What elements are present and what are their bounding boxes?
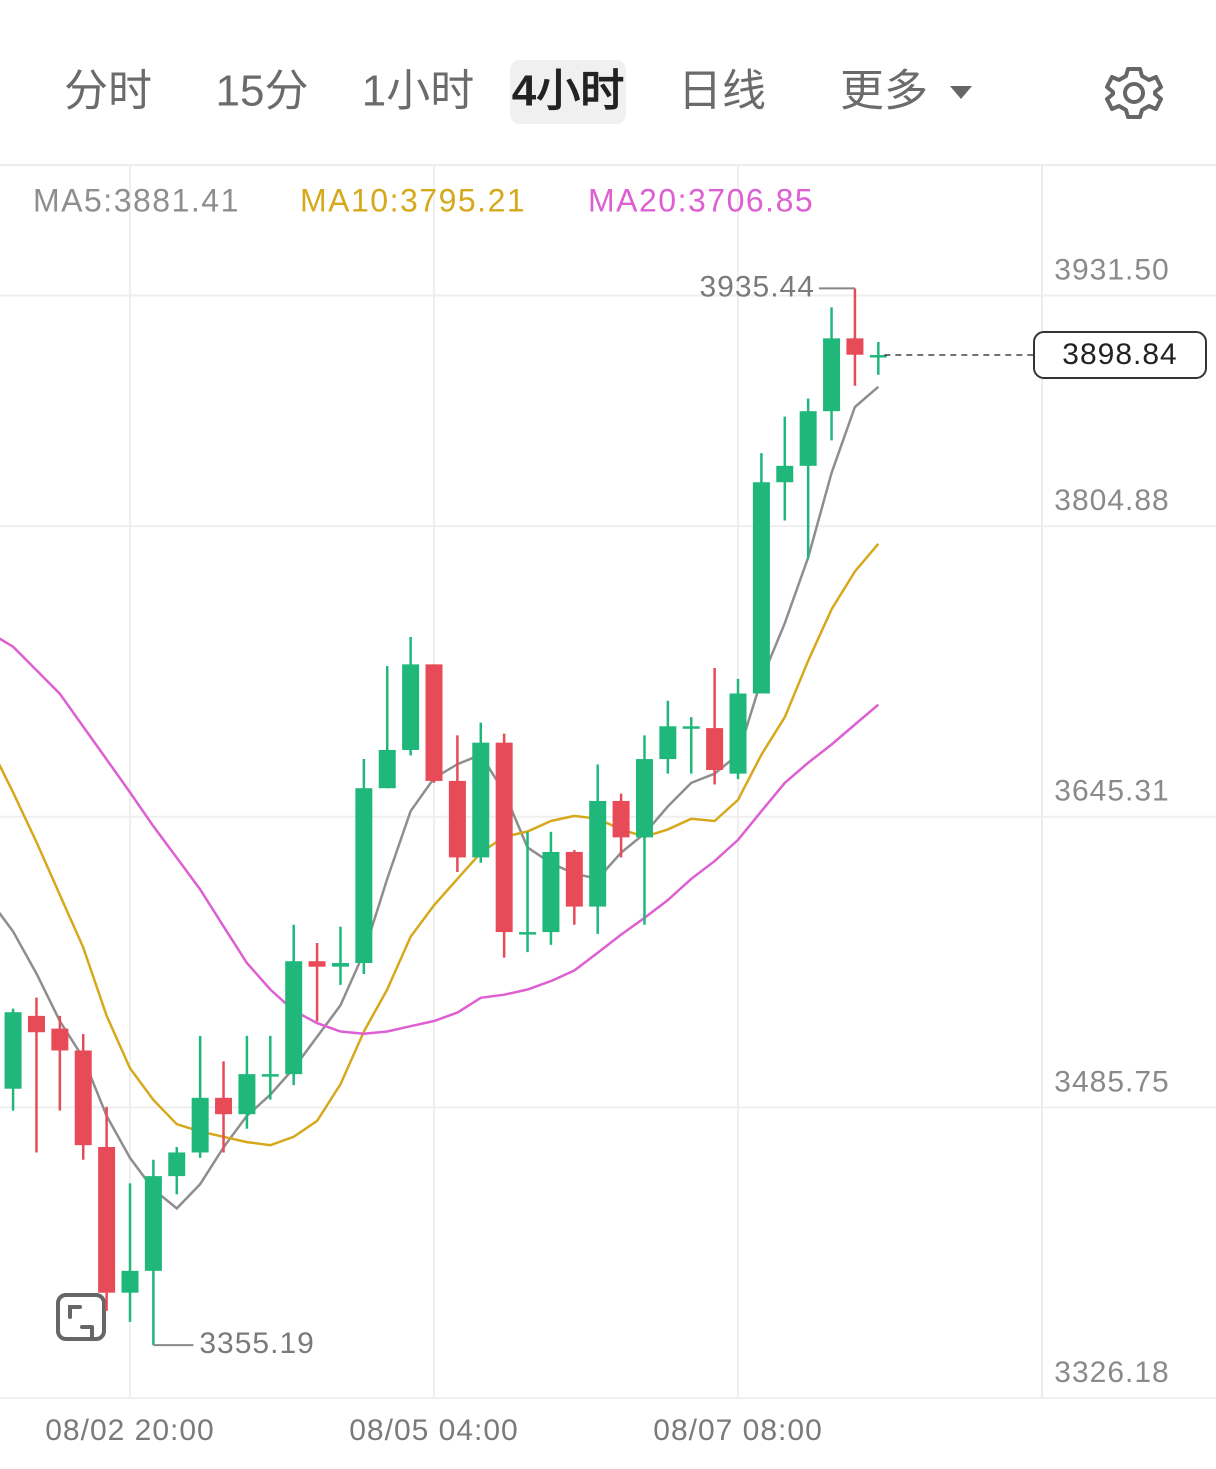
x-tick-label: 08/02 20:00	[45, 1414, 214, 1447]
active-tab-background	[510, 60, 626, 124]
legend-entry: MA5:3881.41	[33, 182, 240, 218]
candle-body	[565, 851, 583, 907]
candle-body	[378, 749, 396, 789]
candle-body	[846, 338, 864, 355]
candle-body	[4, 1012, 22, 1089]
candle-body	[144, 1176, 162, 1271]
candle-body	[706, 728, 724, 770]
x-tick-label: 08/05 04:00	[349, 1414, 518, 1447]
candle-body	[799, 411, 817, 466]
labels: 3326.18 3485.75 3645.31 3804.88 3931.50 08/02…	[33, 182, 1207, 1447]
candle-body	[823, 338, 841, 412]
candle-body	[729, 693, 747, 774]
candle-body	[51, 1028, 69, 1051]
legend-entry: MA20:3706.85	[588, 182, 814, 218]
candle-body	[752, 482, 770, 694]
candle-body	[74, 1050, 92, 1146]
y-tick-label: 3931.50	[1054, 253, 1169, 286]
candle-body	[355, 788, 373, 964]
price-box	[1033, 331, 1207, 380]
candle-body	[495, 742, 513, 933]
candle-body	[98, 1146, 116, 1293]
candle-body	[635, 759, 653, 838]
tab[interactable]: 更多	[840, 67, 928, 116]
candle-body	[191, 1097, 209, 1153]
tab[interactable]: 1小时	[362, 67, 474, 116]
y-tick-label: 3645.31	[1054, 775, 1169, 808]
candle-body	[27, 1015, 45, 1033]
price-label: 3898.84	[1062, 338, 1177, 371]
y-tick-label: 3485.75	[1054, 1065, 1169, 1098]
candle-body	[425, 664, 443, 781]
candle-body	[776, 465, 794, 483]
tab[interactable]: 4小时	[512, 67, 624, 116]
candle-body	[472, 742, 490, 858]
candle-body	[659, 726, 677, 760]
y-tick-label: 3804.88	[1054, 484, 1169, 517]
tab[interactable]: 分时	[64, 67, 152, 116]
ma-line	[0, 637, 880, 1035]
x-tick-label: 08/07 08:00	[653, 1414, 822, 1447]
candle-body	[215, 1097, 233, 1115]
candle-body	[448, 780, 466, 858]
y-tick-label: 3326.18	[1054, 1356, 1169, 1389]
low-label: 3355.19	[199, 1327, 314, 1360]
candle-body	[682, 726, 700, 729]
candle-body	[238, 1074, 256, 1115]
tab[interactable]: 日线	[678, 67, 766, 116]
candle-body	[285, 961, 303, 1075]
ma-line	[0, 542, 880, 1147]
candle-body	[519, 932, 537, 935]
candle-body	[589, 800, 607, 907]
candle-body	[542, 851, 560, 933]
fullscreen-icon[interactable]	[56, 1293, 106, 1341]
candle-body	[331, 963, 349, 967]
dropdown-arrow[interactable]	[950, 86, 972, 99]
candles	[4, 288, 887, 1346]
candle-body	[121, 1270, 139, 1293]
tab[interactable]: 15分	[216, 67, 309, 116]
candle-body	[612, 800, 630, 838]
settings-icon[interactable]	[1105, 67, 1163, 119]
candle-body	[402, 664, 420, 750]
high-label: 3935.44	[699, 270, 814, 303]
candle-body	[308, 961, 326, 967]
legend-entry: MA10:3795.21	[300, 182, 526, 218]
candle-body	[168, 1152, 186, 1177]
candle-body	[869, 355, 887, 358]
candle-body	[261, 1074, 279, 1077]
